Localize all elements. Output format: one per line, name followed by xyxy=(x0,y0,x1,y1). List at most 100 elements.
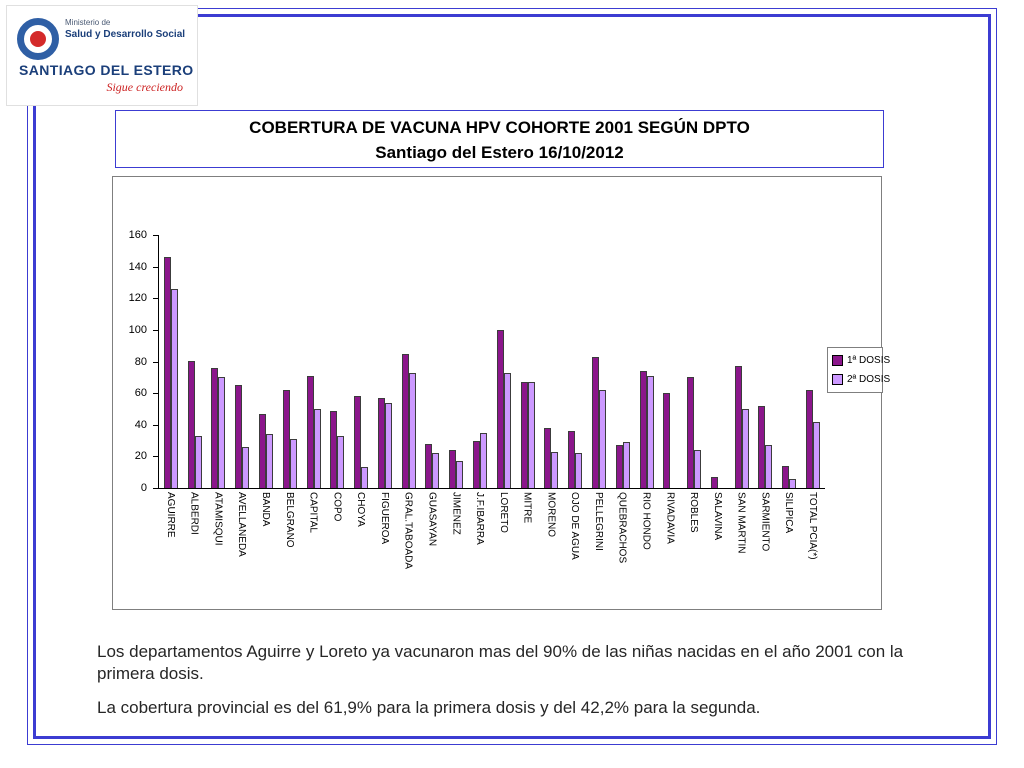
y-axis-tick xyxy=(153,266,158,268)
legend-swatch xyxy=(832,355,843,366)
x-axis-label: COPO xyxy=(331,492,343,522)
x-axis-label: AGUIRRE xyxy=(164,492,176,538)
legend: 1ª DOSIS 2ª DOSIS xyxy=(827,347,890,393)
bar-group xyxy=(302,376,326,488)
bar xyxy=(734,366,742,488)
x-axis-label: BELGRANO xyxy=(283,492,295,548)
chart-title: COBERTURA DE VACUNA HPV COHORTE 2001 SEG… xyxy=(249,118,750,137)
x-axis-label: JIMENEZ xyxy=(450,492,462,535)
bar xyxy=(218,377,226,488)
bar xyxy=(782,466,790,488)
bar-group xyxy=(682,377,706,488)
bar xyxy=(639,371,647,488)
plot-area xyxy=(158,235,825,489)
x-axis-label: RIO HONDO xyxy=(640,492,652,550)
bar xyxy=(741,409,749,488)
bar-group xyxy=(754,406,778,488)
x-axis-label: GUASAYAN xyxy=(426,492,438,547)
bar xyxy=(568,431,576,488)
legend-label: 2ª DOSIS xyxy=(847,374,891,385)
y-axis-label: 100 xyxy=(128,323,147,336)
x-axis-label: SAN MARTIN xyxy=(735,492,747,554)
x-axis-label: GRAL.TABOADA xyxy=(402,492,414,570)
y-axis-tick xyxy=(153,393,158,395)
x-axis-label: TOTAL PCIA(*) xyxy=(806,492,818,560)
bar-group xyxy=(492,330,516,488)
bar xyxy=(622,442,630,488)
bar xyxy=(432,453,440,488)
bar xyxy=(187,361,195,488)
bar-group xyxy=(278,390,302,488)
bar-group xyxy=(563,431,587,488)
bar-group xyxy=(706,477,730,488)
bar xyxy=(306,376,314,488)
bar xyxy=(496,330,504,488)
ministry-logo: Ministerio de Salud y Desarrollo Social … xyxy=(6,5,198,106)
bar-group xyxy=(254,414,278,488)
logo-ministry-label: Ministerio de xyxy=(65,18,111,27)
bar xyxy=(520,382,528,488)
bar xyxy=(211,368,219,488)
bar-group xyxy=(230,385,254,488)
bar xyxy=(289,439,297,488)
bar xyxy=(765,445,773,488)
logo-health-label: Salud y Desarrollo Social xyxy=(65,29,186,40)
bar xyxy=(480,433,488,488)
bar xyxy=(598,390,606,488)
bar xyxy=(163,257,171,488)
bar xyxy=(377,398,385,488)
bar-group xyxy=(635,371,659,488)
bar xyxy=(194,436,202,488)
bar xyxy=(551,452,559,488)
x-axis-label: J.F.IBARRA xyxy=(474,492,486,545)
x-axis-label: MITRE xyxy=(521,492,533,524)
x-axis-label: SALAVINA xyxy=(711,492,723,541)
logo-tagline: Sigue creciendo xyxy=(106,80,183,94)
y-axis-tick xyxy=(153,456,158,458)
bar-group xyxy=(468,433,492,488)
bar-group xyxy=(373,398,397,488)
y-axis-label: 140 xyxy=(128,260,147,273)
bar-group xyxy=(658,393,682,488)
y-axis-tick xyxy=(153,361,158,363)
x-axis-label: ROBLES xyxy=(688,492,700,533)
bar xyxy=(646,376,654,488)
bar xyxy=(758,406,766,488)
y-axis-tick xyxy=(153,329,158,331)
bar xyxy=(615,445,623,488)
x-axis-label: QUEBRACHOS xyxy=(616,492,628,564)
notes: Los departamentos Aguirre y Loreto ya va… xyxy=(97,641,932,731)
x-axis-labels: AGUIRRE ALBERDI ATAMISQUI AVELLANEDA BANDA BE… xyxy=(158,492,824,569)
y-axis-label: 80 xyxy=(134,355,147,368)
bar xyxy=(354,396,362,488)
logo-red-dot-icon xyxy=(30,31,46,47)
bar xyxy=(235,385,243,488)
bar xyxy=(591,357,599,488)
bar xyxy=(384,403,392,488)
bar xyxy=(812,422,820,488)
y-axis-label: 0 xyxy=(140,482,147,494)
chart-subtitle: Santiago del Estero 16/10/2012 xyxy=(375,143,624,162)
x-axis-label: SILIPICA xyxy=(783,492,795,534)
logo-circle-icon xyxy=(17,18,59,60)
note-paragraph-1: Los departamentos Aguirre y Loreto ya va… xyxy=(97,642,904,684)
bar xyxy=(242,447,250,488)
legend-label: 1ª DOSIS xyxy=(847,355,891,366)
y-axis-tick xyxy=(153,424,158,426)
y-axis-label: 160 xyxy=(128,229,147,241)
y-axis-label: 40 xyxy=(134,418,147,431)
bar xyxy=(425,444,433,488)
bar-group xyxy=(516,382,540,488)
bar xyxy=(473,441,481,488)
x-axis-label: PELLEGRINI xyxy=(592,492,604,551)
y-axis: 0 20 40 60 80 100 120 140 160 xyxy=(113,177,159,609)
bar xyxy=(401,354,409,488)
bar xyxy=(170,289,178,488)
bar xyxy=(449,450,457,488)
y-axis-label: 60 xyxy=(134,387,147,400)
legend-entry: 2ª DOSIS xyxy=(832,374,890,385)
bar xyxy=(805,390,813,488)
legend-swatch xyxy=(832,374,843,385)
y-axis-tick xyxy=(153,298,158,300)
